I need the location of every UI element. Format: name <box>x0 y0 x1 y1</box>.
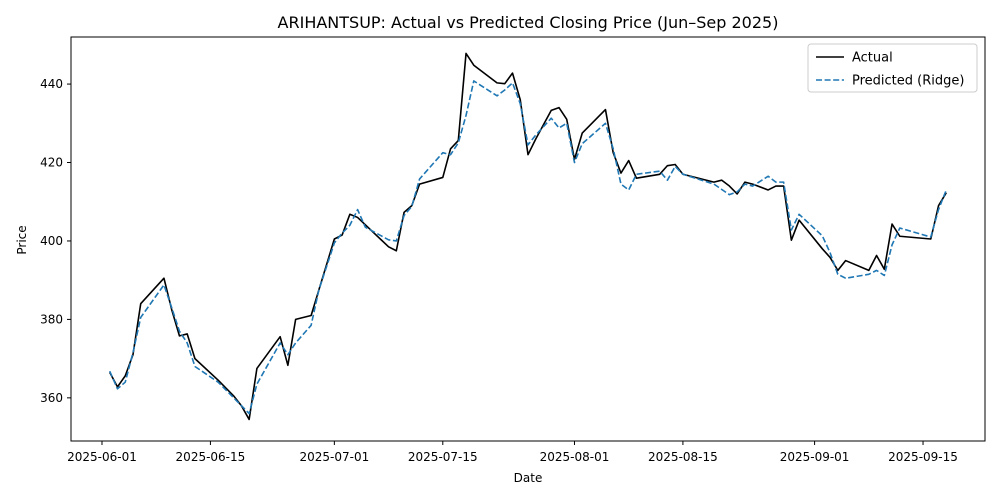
series-line-predicted <box>108 80 948 415</box>
chart-title: ARIHANTSUP: Actual vs Predicted Closing … <box>278 13 779 32</box>
plot-area <box>70 36 986 442</box>
plot-frame <box>70 36 986 442</box>
x-axis-label: Date <box>514 471 543 485</box>
y-axis: 360 380 400 420 440 <box>40 77 71 405</box>
x-tick-label: 2025-09-15 <box>888 450 958 464</box>
x-tick-label: 2025-09-01 <box>780 450 850 464</box>
x-tick-label: 2025-06-01 <box>67 450 137 464</box>
y-tick-label: 360 <box>40 391 63 405</box>
series-line-actual <box>109 52 947 421</box>
y-tick-label: 440 <box>40 77 63 91</box>
x-axis: 2025-06-01 2025-06-15 2025-07-01 2025-07-15… <box>67 441 958 464</box>
y-tick-label: 380 <box>40 312 63 326</box>
legend: Actual Predicted (Ridge) <box>807 43 978 93</box>
x-tick-label: 2025-08-01 <box>540 450 610 464</box>
x-tick-label: 2025-07-01 <box>299 450 369 464</box>
legend-box <box>807 43 978 93</box>
y-tick-label: 420 <box>40 156 63 170</box>
y-tick-label: 400 <box>40 234 63 248</box>
x-tick-label: 2025-06-15 <box>176 450 246 464</box>
y-axis-label: Price <box>15 225 29 254</box>
x-tick-label: 2025-08-15 <box>648 450 718 464</box>
legend-label-actual: Actual <box>852 51 893 66</box>
x-tick-label: 2025-07-15 <box>408 450 478 464</box>
legend-label-predicted: Predicted (Ridge) <box>852 74 964 89</box>
